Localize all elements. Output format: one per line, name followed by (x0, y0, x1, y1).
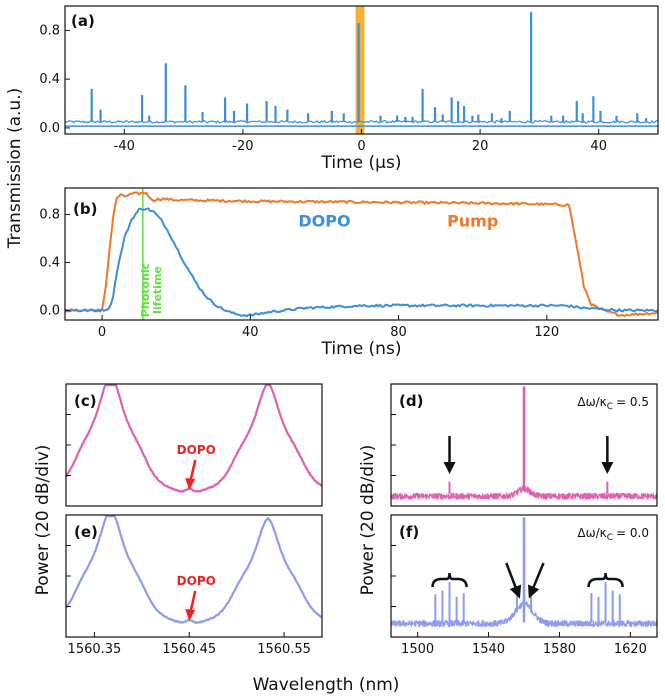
y-tick-label: 0.0 (39, 121, 60, 136)
dopo-arrow (189, 459, 197, 483)
x-tick-label: 0 (98, 325, 106, 340)
y-tick-label: 0.8 (39, 23, 60, 38)
sideband-arrow-head (443, 462, 456, 474)
panel-label-c: (c) (74, 392, 97, 410)
dopo-arrow-head (185, 609, 196, 621)
y-tick-label: 0.0 (39, 303, 60, 318)
y-tick-label: 0.4 (39, 255, 60, 270)
photonic-lifetime-label: Photonic (139, 263, 152, 317)
left-comb-brace (431, 572, 468, 588)
panel-b-frame (64, 187, 659, 321)
series-dopo (64, 207, 659, 318)
dopo-arrow-head (185, 478, 196, 490)
dopo-arrow (189, 590, 197, 614)
right-comb-brace (587, 572, 624, 588)
near-pump-arrow-head (528, 584, 540, 599)
near-pump-arrow-head (509, 584, 522, 599)
x-tick-label: 1580 (543, 642, 576, 657)
x-tick-label: 40 (242, 325, 259, 340)
detuning-value: = 0.5 (616, 395, 649, 409)
x-tick-label: 20 (472, 139, 489, 154)
x-tick-label: 1560.45 (162, 642, 216, 657)
detuning-symbol: Δω/κ (577, 526, 606, 540)
detuning-subscript: C (607, 402, 613, 412)
dopo-annotation: DOPO (177, 574, 216, 588)
x-tick-label: 1620 (614, 642, 647, 657)
ylabel-bottom-right: Power (20 dB/div) (358, 445, 378, 596)
x-axis-label-b: Time (ns) (321, 339, 402, 359)
highlight-span (355, 6, 365, 134)
detuning-value: = 0.0 (616, 526, 649, 540)
panel-label-e: (e) (74, 523, 98, 541)
photonic-lifetime-label: lifetime (151, 266, 164, 314)
panel-a: -40 -20 0 20 40 0.0 0.4 0.8 (a) Time (μs) (39, 5, 659, 173)
y-tick-label: 0.8 (39, 207, 60, 222)
series-pump (64, 191, 659, 318)
x-tick-label: -20 (232, 139, 253, 154)
detuning-symbol: Δω/κ (577, 395, 606, 409)
detuning-note: Δω/κC = 0.5 (577, 395, 649, 412)
panel-label-b: (b) (73, 200, 97, 218)
series-label-dopo: DOPO (298, 211, 350, 230)
sideband-arrow-head (601, 462, 614, 474)
series-label-pump: Pump (447, 211, 498, 230)
panel-label-d: (d) (399, 392, 423, 410)
panel-d: Δω/κC = 0.5 (d) (390, 383, 658, 507)
baseline-trace (64, 120, 659, 124)
x-tick-label: -40 (114, 139, 135, 154)
dopo-annotation: DOPO (177, 443, 216, 457)
xlabel-bottom: Wavelength (nm) (253, 675, 400, 695)
x-tick-label: 1560.35 (68, 642, 122, 657)
x-tick-label: 40 (590, 139, 607, 154)
panel-b: Photonic lifetime DOPO Pump 0 40 80 120 0.0 0.4 0.… (39, 187, 659, 359)
panel-c: DOPO (c) (65, 383, 323, 507)
detuning-subscript: C (607, 533, 613, 543)
x-axis-label-a: Time (μs) (321, 153, 402, 173)
y-tick-label: 0.4 (39, 72, 60, 87)
ylabel-top: Transmission (a.u.) (5, 88, 25, 250)
detuning-note: Δω/κC = 0.0 (577, 526, 649, 543)
x-tick-label: 1540 (472, 642, 505, 657)
x-tick-label: 80 (390, 325, 407, 340)
x-tick-label: 1560.55 (257, 642, 311, 657)
ylabel-bottom-left: Power (20 dB/div) (33, 445, 53, 596)
panel-f: Δω/κC = 0.0 1500 1540 1580 1620 (f) (390, 514, 658, 657)
x-tick-label: 120 (534, 325, 559, 340)
x-tick-label: 1500 (401, 642, 434, 657)
panel-e: DOPO 1560.35 1560.45 1560.55 (e) (65, 514, 323, 657)
spectrum-trace (65, 384, 323, 493)
panel-label-f: (f) (399, 523, 419, 541)
spectrum-trace (65, 515, 322, 624)
x-tick-label: 0 (357, 139, 365, 154)
panel-label-a: (a) (71, 12, 95, 30)
